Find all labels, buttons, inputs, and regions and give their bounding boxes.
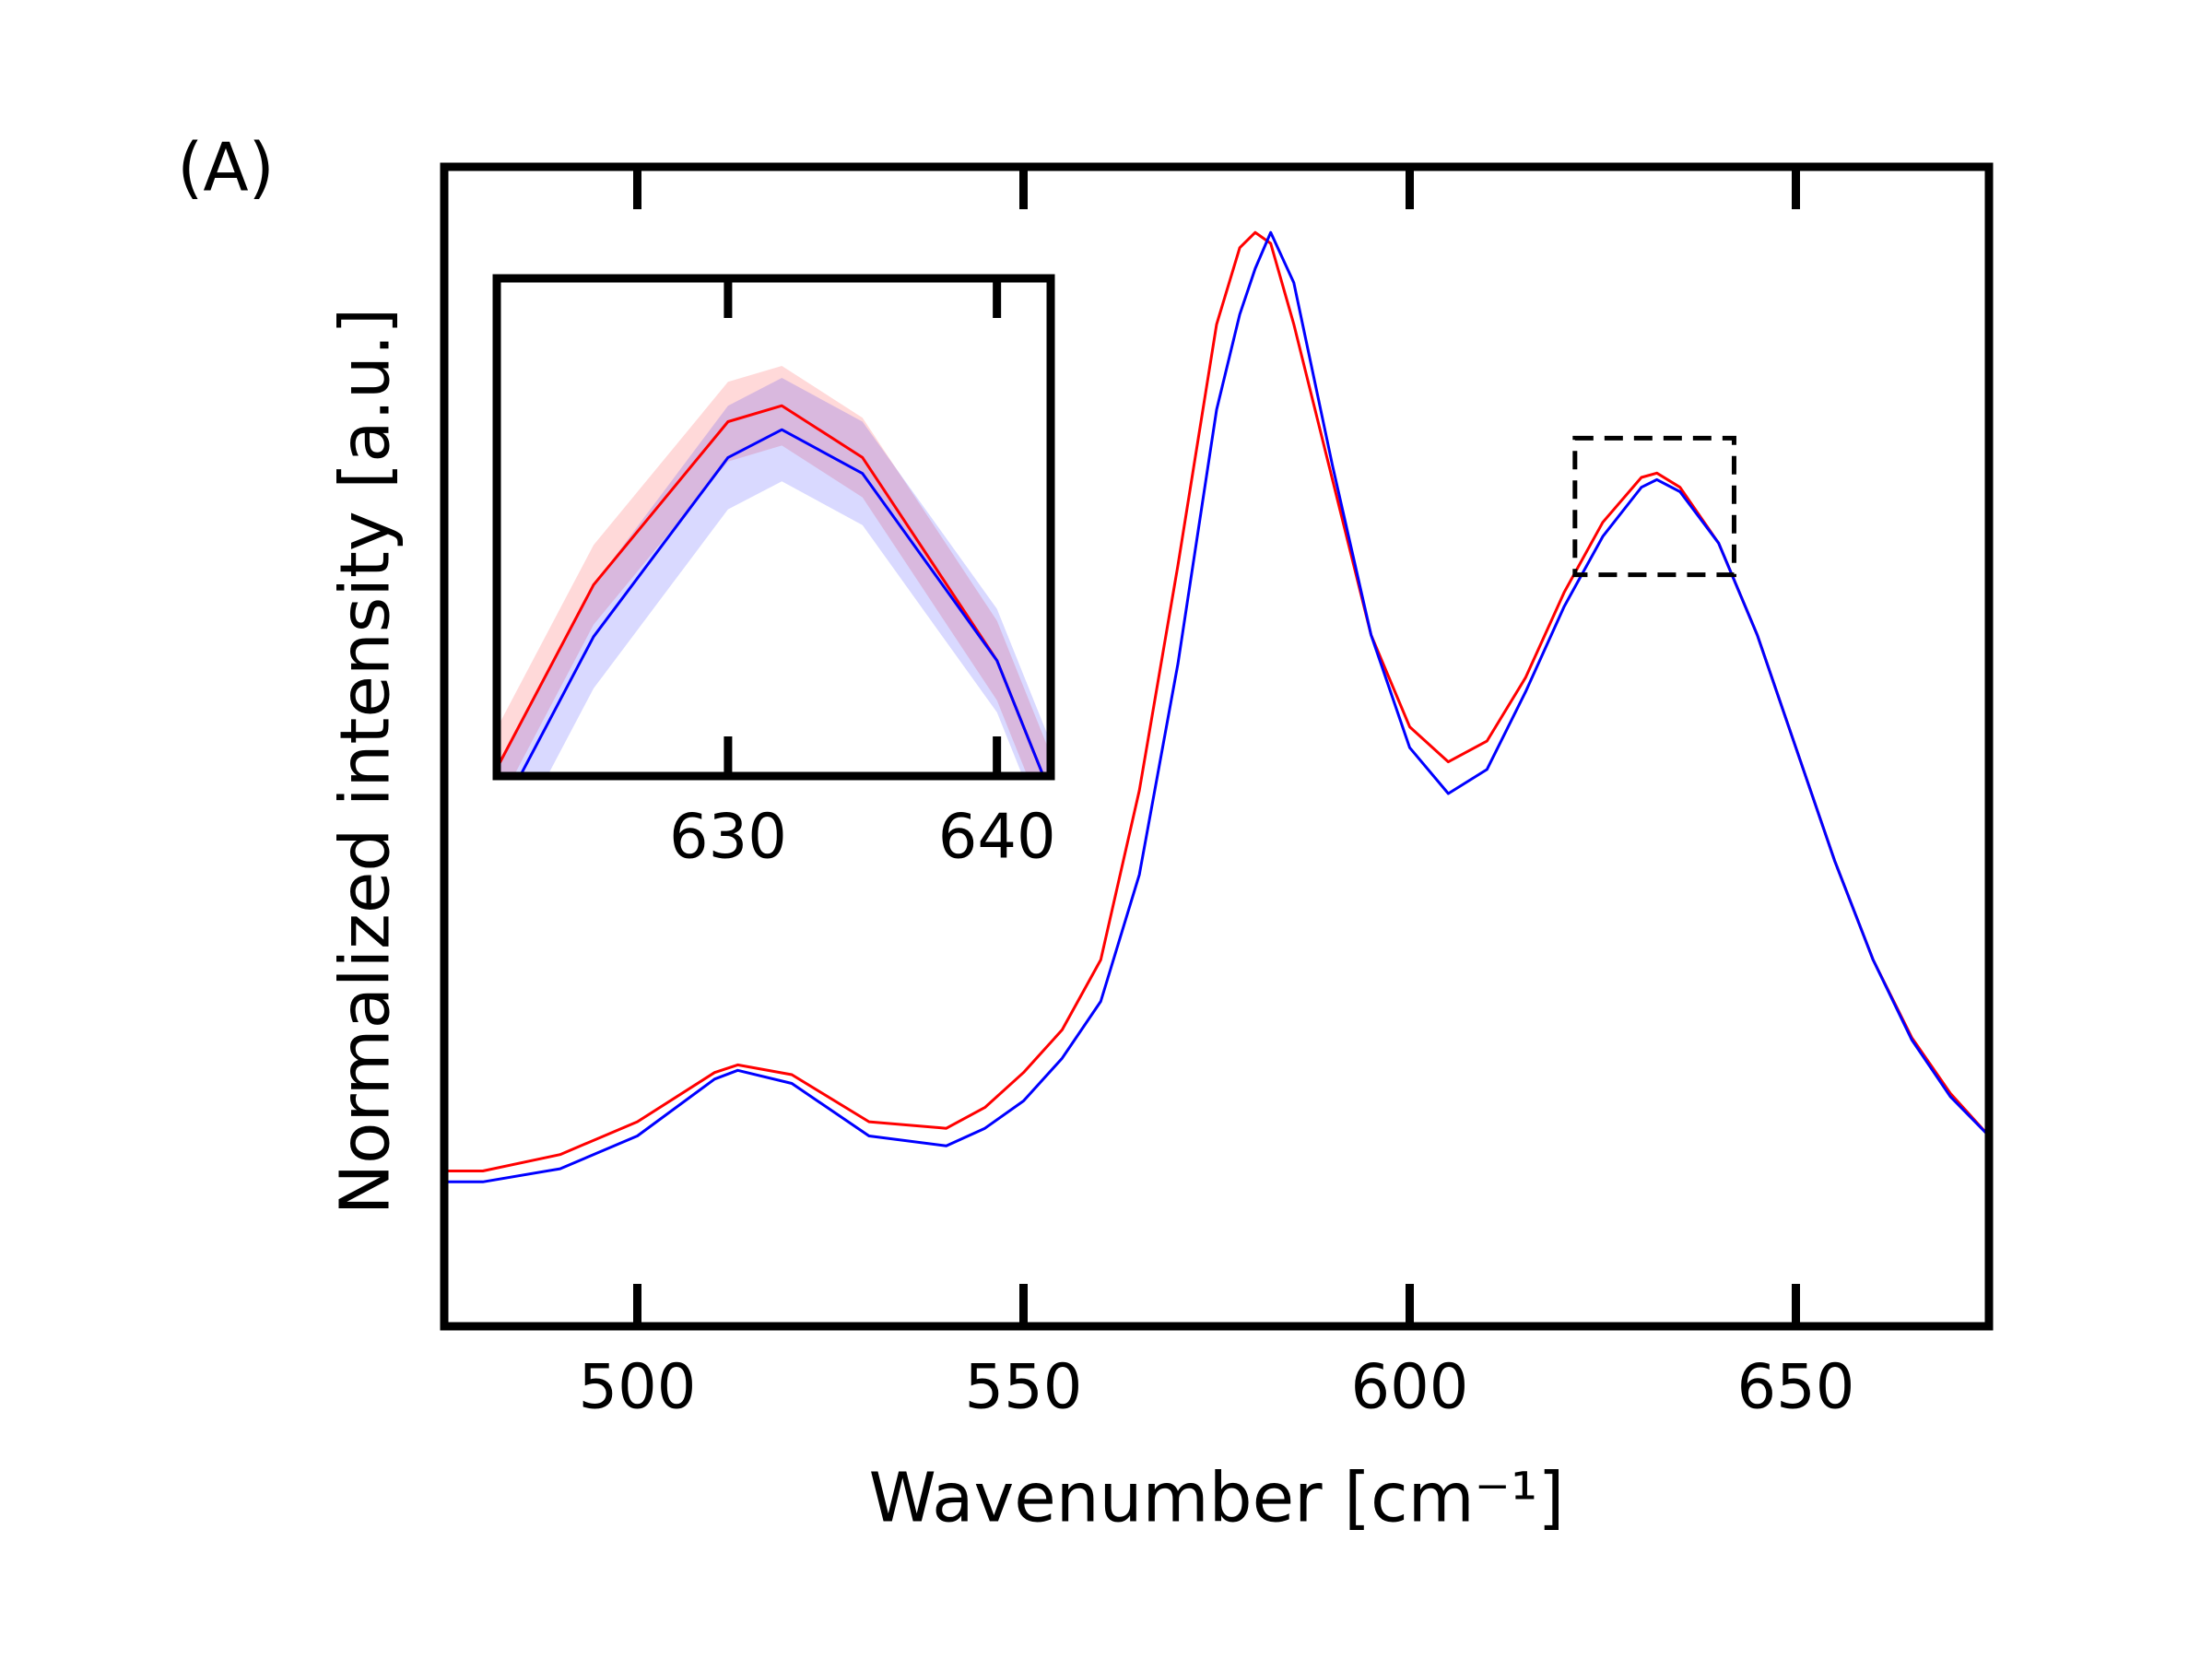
plot-frame (440, 162, 1994, 1331)
zoom-box (1572, 435, 1736, 578)
spectrum-line (444, 230, 1989, 1183)
inset-tick-label: 640 (938, 801, 1056, 873)
x-tick-label: 650 (1737, 1351, 1855, 1423)
error-band (497, 366, 1051, 776)
x-tick-label: 550 (965, 1351, 1083, 1423)
error-band (497, 378, 1051, 776)
x-axis-label: Wavenumber [cm⁻¹] (869, 1459, 1565, 1538)
y-axis-label: Normalized intensity [a.u.] (326, 308, 406, 1216)
inset-frame (492, 274, 1055, 781)
x-tick-label: 600 (1351, 1351, 1469, 1423)
inset-tick-label: 630 (669, 801, 787, 873)
inset-background (497, 278, 1051, 776)
panel-label: (A) (177, 129, 274, 206)
x-tick-label: 500 (579, 1351, 697, 1423)
